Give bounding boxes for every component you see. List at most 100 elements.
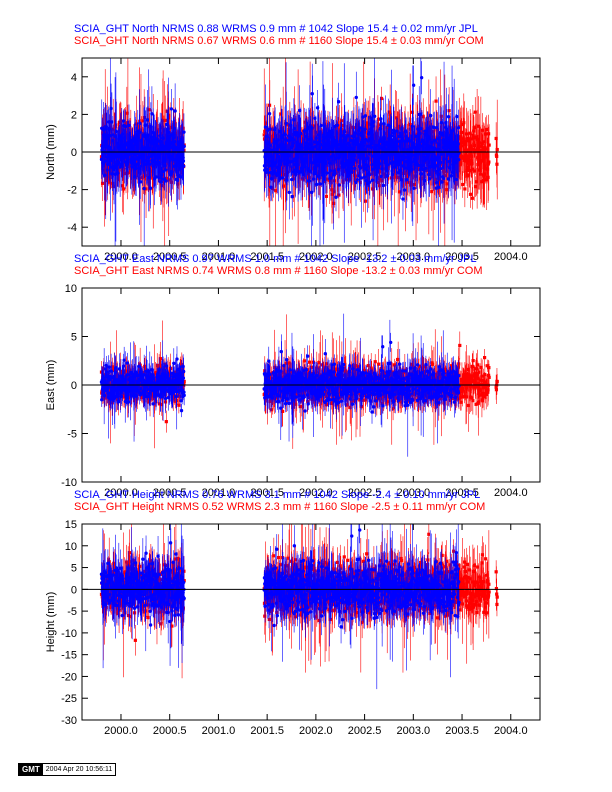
data-point [267, 111, 272, 116]
data-point [287, 190, 292, 195]
x-tick-label: 2000.5 [153, 251, 187, 263]
data-point [269, 185, 273, 189]
data-point [292, 118, 296, 122]
data-point [263, 125, 268, 129]
data-point [336, 99, 341, 104]
data-point [299, 131, 303, 136]
data-point [434, 99, 438, 103]
data-point [127, 123, 131, 128]
x-tick-label: 2003.0 [396, 251, 430, 263]
data-point [449, 173, 454, 178]
data-point [412, 186, 416, 190]
data-point [419, 75, 424, 80]
data-point [182, 144, 186, 149]
data-point [354, 95, 358, 100]
data-point [163, 118, 167, 122]
data-point [390, 172, 395, 177]
y-tick-label: 0 [71, 147, 77, 159]
legend-entry: SCIA_GHT East NRMS 0.97 WRMS 1.0 mm # 10… [74, 253, 477, 265]
data-point [329, 176, 333, 180]
data-point [355, 177, 360, 182]
data-point [365, 181, 370, 186]
data-layer [99, 58, 499, 246]
y-tick-label: 2 [71, 109, 77, 121]
data-point [324, 194, 328, 198]
data-point [182, 130, 186, 134]
data-point [361, 115, 365, 119]
data-point [368, 180, 372, 184]
data-point [495, 147, 499, 152]
data-point [123, 124, 128, 129]
data-point [318, 182, 322, 186]
data-point [363, 114, 368, 118]
data-point [473, 110, 477, 114]
data-point [164, 179, 168, 183]
data-point [468, 192, 473, 196]
data-point [455, 114, 459, 119]
data-point [456, 126, 461, 130]
legend-entry: SCIA_GHT North NRMS 0.67 WRMS 0.6 mm # 1… [74, 35, 484, 47]
y-tick-label: 4 [71, 72, 77, 84]
data-point [414, 134, 418, 139]
data-point [381, 183, 386, 188]
data-point [352, 166, 357, 171]
data-point [334, 195, 338, 199]
x-tick-label: 2001.5 [250, 251, 284, 263]
data-point [404, 178, 409, 182]
data-point [364, 199, 368, 203]
data-point [487, 143, 491, 147]
data-point [446, 115, 451, 119]
data-point [290, 177, 294, 182]
data-point [290, 194, 294, 199]
data-point [148, 186, 153, 190]
data-point [411, 83, 416, 87]
legend-entry: SCIA_GHT East NRMS 0.74 WRMS 0.8 mm # 11… [74, 265, 482, 277]
data-point [434, 186, 438, 190]
data-point [472, 126, 476, 130]
data-point [401, 197, 405, 201]
panel-east: SCIA_GHT East NRMS 0.97 WRMS 1.0 mm # 10… [45, 253, 541, 499]
data-point [138, 121, 142, 126]
data-point [436, 172, 440, 176]
data-point [437, 185, 441, 189]
data-point [145, 118, 150, 122]
data-point [319, 123, 323, 128]
data-point [370, 178, 375, 182]
data-point [181, 164, 186, 168]
data-point [325, 171, 329, 175]
x-tick-label: 2002.5 [348, 251, 382, 263]
panel-north: SCIA_GHT North NRMS 0.88 WRMS 0.9 mm # 1… [45, 23, 541, 263]
data-point [169, 107, 174, 111]
data-point [433, 138, 437, 143]
y-axis-label: North (mm) [45, 124, 57, 180]
x-tick-label: 2002.0 [299, 251, 333, 263]
data-point [142, 186, 146, 191]
data-point [139, 180, 143, 184]
data-point [463, 187, 467, 191]
legend-entry: SCIA_GHT North NRMS 0.88 WRMS 0.9 mm # 1… [74, 23, 478, 35]
y-tick-label: -2 [67, 185, 77, 197]
x-tick-label: 2004.0 [494, 251, 528, 263]
data-point [173, 109, 177, 113]
data-point [359, 176, 364, 180]
data-point [164, 420, 168, 424]
data-point [461, 182, 465, 187]
data-point [379, 117, 383, 121]
data-point [431, 125, 436, 129]
x-tick-label: 2001.0 [202, 251, 236, 263]
x-tick-label: 2003.5 [445, 251, 479, 263]
data-point [121, 119, 126, 123]
data-point [434, 125, 439, 130]
data-point [354, 180, 358, 185]
data-point [114, 129, 119, 134]
data-point [150, 112, 154, 116]
data-point [337, 183, 341, 187]
data-point [372, 114, 377, 119]
data-layer [99, 313, 499, 457]
data-point [369, 145, 373, 150]
data-point [367, 173, 372, 177]
data-point [358, 126, 362, 130]
data-point [434, 164, 438, 168]
data-point [447, 109, 451, 113]
